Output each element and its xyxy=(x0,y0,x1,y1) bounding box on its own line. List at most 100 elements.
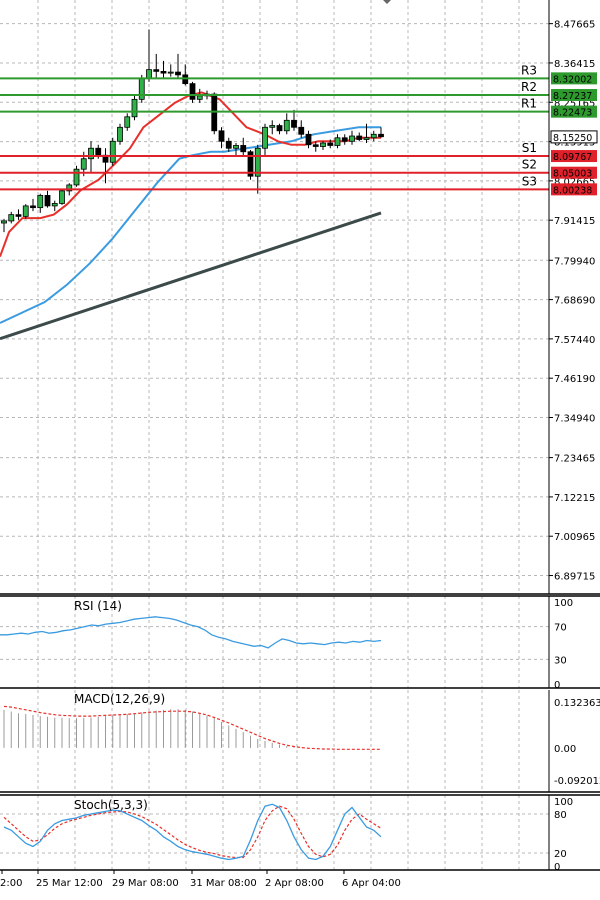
candle-body xyxy=(37,195,44,209)
candle-body xyxy=(196,95,203,100)
candle-body xyxy=(276,125,283,132)
rsi-title: RSI (14) xyxy=(74,599,122,613)
candle-body xyxy=(218,130,225,142)
resistance-price-box xyxy=(551,72,597,85)
x-axis-label: 2 Apr 08:00 xyxy=(265,878,324,889)
candle-body xyxy=(327,142,334,146)
candle-body xyxy=(283,119,290,132)
macd-signal-line xyxy=(3,705,381,750)
candle-body xyxy=(88,147,94,160)
candle-body xyxy=(131,98,138,118)
x-axis-label: 2:00 xyxy=(0,878,22,889)
stoch-tick-label: 100 xyxy=(554,797,573,808)
resistance-price-box xyxy=(551,89,597,102)
support-price-label: 8.05003 xyxy=(553,169,592,180)
candle-body xyxy=(1,220,7,224)
candle-body xyxy=(117,126,123,142)
macd-tick-label: -0.092012 xyxy=(554,776,600,787)
support-price-label: 8.09767 xyxy=(553,152,592,163)
candle-body xyxy=(59,190,65,204)
candle-body xyxy=(66,184,73,192)
rsi-tick-label: 100 xyxy=(554,598,573,609)
candle-body xyxy=(109,140,116,163)
period-marker-icon xyxy=(383,0,391,4)
x-axis-label: 31 Mar 08:00 xyxy=(190,878,257,889)
rsi-tick-label: 70 xyxy=(554,623,567,634)
current-price-box xyxy=(550,130,598,144)
stoch-tick-label: 20 xyxy=(554,849,567,860)
ma-dark-line xyxy=(0,211,382,341)
candle-body xyxy=(240,145,247,153)
support-price-box xyxy=(551,183,597,196)
candle-body xyxy=(146,69,152,79)
x-axis-label: 29 Mar 08:00 xyxy=(112,878,179,889)
price-tick-label: 8.25165 xyxy=(554,98,595,109)
candle-body xyxy=(225,140,232,149)
stoch-tick-label: 80 xyxy=(554,810,567,821)
resistance-name-r2: R2 xyxy=(521,80,537,94)
resistance-price-label: 8.32002 xyxy=(553,74,592,85)
stoch-d-line xyxy=(3,805,382,859)
price-tick-label: 8.02665 xyxy=(554,177,595,188)
candle-body xyxy=(269,125,276,128)
resistance-price-box xyxy=(551,105,597,118)
candle-body xyxy=(22,205,29,217)
resistance-price-label: 8.27237 xyxy=(553,91,592,102)
price-tick-label: 7.79940 xyxy=(554,256,595,267)
stoch-tick-label: 0 xyxy=(554,862,560,873)
support-price-label: 8.00238 xyxy=(553,185,592,196)
candle-body xyxy=(80,158,87,170)
macd-title: MACD(12,26,9) xyxy=(74,692,165,706)
rsi-tick-label: 30 xyxy=(554,655,567,666)
candle-body xyxy=(305,133,312,146)
candle-body xyxy=(44,195,51,207)
price-tick-label: 7.68690 xyxy=(554,296,595,307)
price-tick-label: 8.36415 xyxy=(554,59,595,70)
price-tick-label: 7.00965 xyxy=(554,532,595,543)
candle-body xyxy=(378,133,384,138)
support-price-box xyxy=(551,166,597,179)
candle-body xyxy=(247,151,254,177)
resistance-name-r1: R1 xyxy=(521,97,537,111)
resistance-name-r3: R3 xyxy=(521,63,537,77)
candle-body xyxy=(233,145,239,149)
current-price-label: 8.15250 xyxy=(553,133,592,144)
candle-body xyxy=(349,135,355,142)
candle-body xyxy=(95,147,102,156)
candle-body xyxy=(153,69,160,72)
candle-body xyxy=(291,119,297,128)
candle-body xyxy=(30,205,36,209)
candle-body xyxy=(138,77,145,100)
candle-body xyxy=(298,126,305,135)
price-tick-label: 8.47665 xyxy=(554,20,595,31)
stoch-title: Stoch(5,3,3) xyxy=(74,798,148,812)
candle-body xyxy=(312,144,319,147)
candle-body xyxy=(73,168,80,186)
price-tick-label: 7.12215 xyxy=(554,493,595,504)
candle-body xyxy=(262,126,268,149)
support-name-s3: S3 xyxy=(522,174,537,188)
candle-body xyxy=(334,137,341,146)
candle-body xyxy=(15,214,22,217)
candle-body xyxy=(124,116,131,128)
candle-body xyxy=(370,133,377,139)
candle-body xyxy=(8,214,15,222)
candle-body xyxy=(167,71,174,74)
candle-body xyxy=(363,137,370,140)
candle-body xyxy=(189,83,196,100)
candle-body xyxy=(160,70,167,74)
rsi-line xyxy=(0,616,382,649)
price-tick-label: 7.91415 xyxy=(554,216,595,227)
candle-body xyxy=(254,147,261,177)
price-tick-label: 7.57440 xyxy=(554,335,595,346)
rsi-tick-label: 0 xyxy=(554,680,560,691)
macd-tick-label: 0.132363 xyxy=(554,698,600,709)
candle-body xyxy=(175,71,181,76)
support-price-box xyxy=(551,150,597,163)
candle-body xyxy=(356,135,363,140)
macd-tick-label: 0.00 xyxy=(554,744,576,755)
x-axis-label: 25 Mar 12:00 xyxy=(36,878,103,889)
price-tick-label: 7.34940 xyxy=(554,414,595,425)
candle-body xyxy=(51,203,58,207)
price-tick-label: 7.23465 xyxy=(554,454,595,465)
